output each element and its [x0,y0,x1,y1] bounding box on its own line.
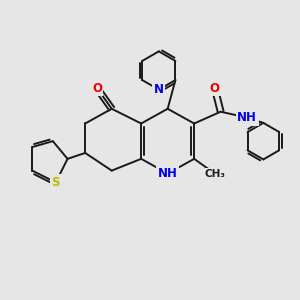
Text: CH₃: CH₃ [204,169,225,178]
Text: O: O [92,82,102,95]
Text: N: N [154,83,164,96]
Text: NH: NH [158,167,178,180]
Text: NH: NH [237,111,257,124]
Text: S: S [52,176,60,189]
Text: O: O [210,82,220,95]
